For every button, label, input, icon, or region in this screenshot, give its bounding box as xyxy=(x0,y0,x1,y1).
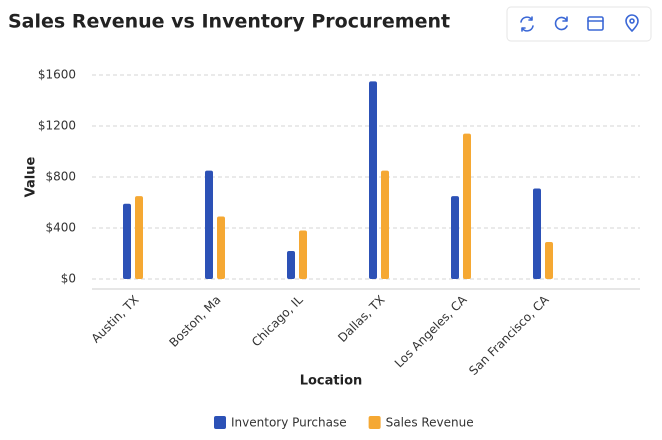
y-tick-label: $0 xyxy=(61,272,76,286)
bar xyxy=(287,250,295,279)
refresh-button[interactable] xyxy=(520,16,534,32)
x-tick-label: Los Angeles, CA xyxy=(392,292,470,370)
x-tick-label: San Francisco, CA xyxy=(466,292,552,378)
x-tick-label: Boston, Ma xyxy=(166,293,223,350)
redo-button[interactable] xyxy=(554,16,568,31)
y-tick-label: $400 xyxy=(45,221,76,235)
x-axis-label: Location xyxy=(300,374,363,389)
chart-title: Sales Revenue vs Inventory Procurement xyxy=(8,11,450,33)
bar xyxy=(217,216,225,279)
bar xyxy=(381,170,389,279)
y-tick-label: $800 xyxy=(45,170,76,184)
x-tick-label: Chicago, IL xyxy=(249,292,306,349)
bar xyxy=(135,196,143,279)
legend-label: Inventory Purchase xyxy=(231,416,347,430)
y-tick-label: $1600 xyxy=(38,68,76,82)
bar xyxy=(369,81,377,279)
calendar-button[interactable] xyxy=(587,16,604,31)
legend-marker xyxy=(214,416,226,429)
toolbar-box xyxy=(506,6,652,42)
bar xyxy=(451,196,459,279)
location-button[interactable] xyxy=(625,14,639,32)
legend-marker xyxy=(368,416,381,429)
bar xyxy=(545,242,553,279)
bar xyxy=(123,203,131,279)
y-axis-label: Value xyxy=(24,156,39,197)
bar xyxy=(533,188,541,279)
toolbar xyxy=(506,6,652,42)
x-tick-label: Dallas, TX xyxy=(335,293,387,345)
bar xyxy=(463,133,471,279)
bar xyxy=(205,170,213,279)
y-tick-label: $1200 xyxy=(38,119,76,133)
legend-label: Sales Revenue xyxy=(386,416,474,430)
bar xyxy=(299,230,307,279)
x-tick-label: Austin, TX xyxy=(89,293,142,346)
